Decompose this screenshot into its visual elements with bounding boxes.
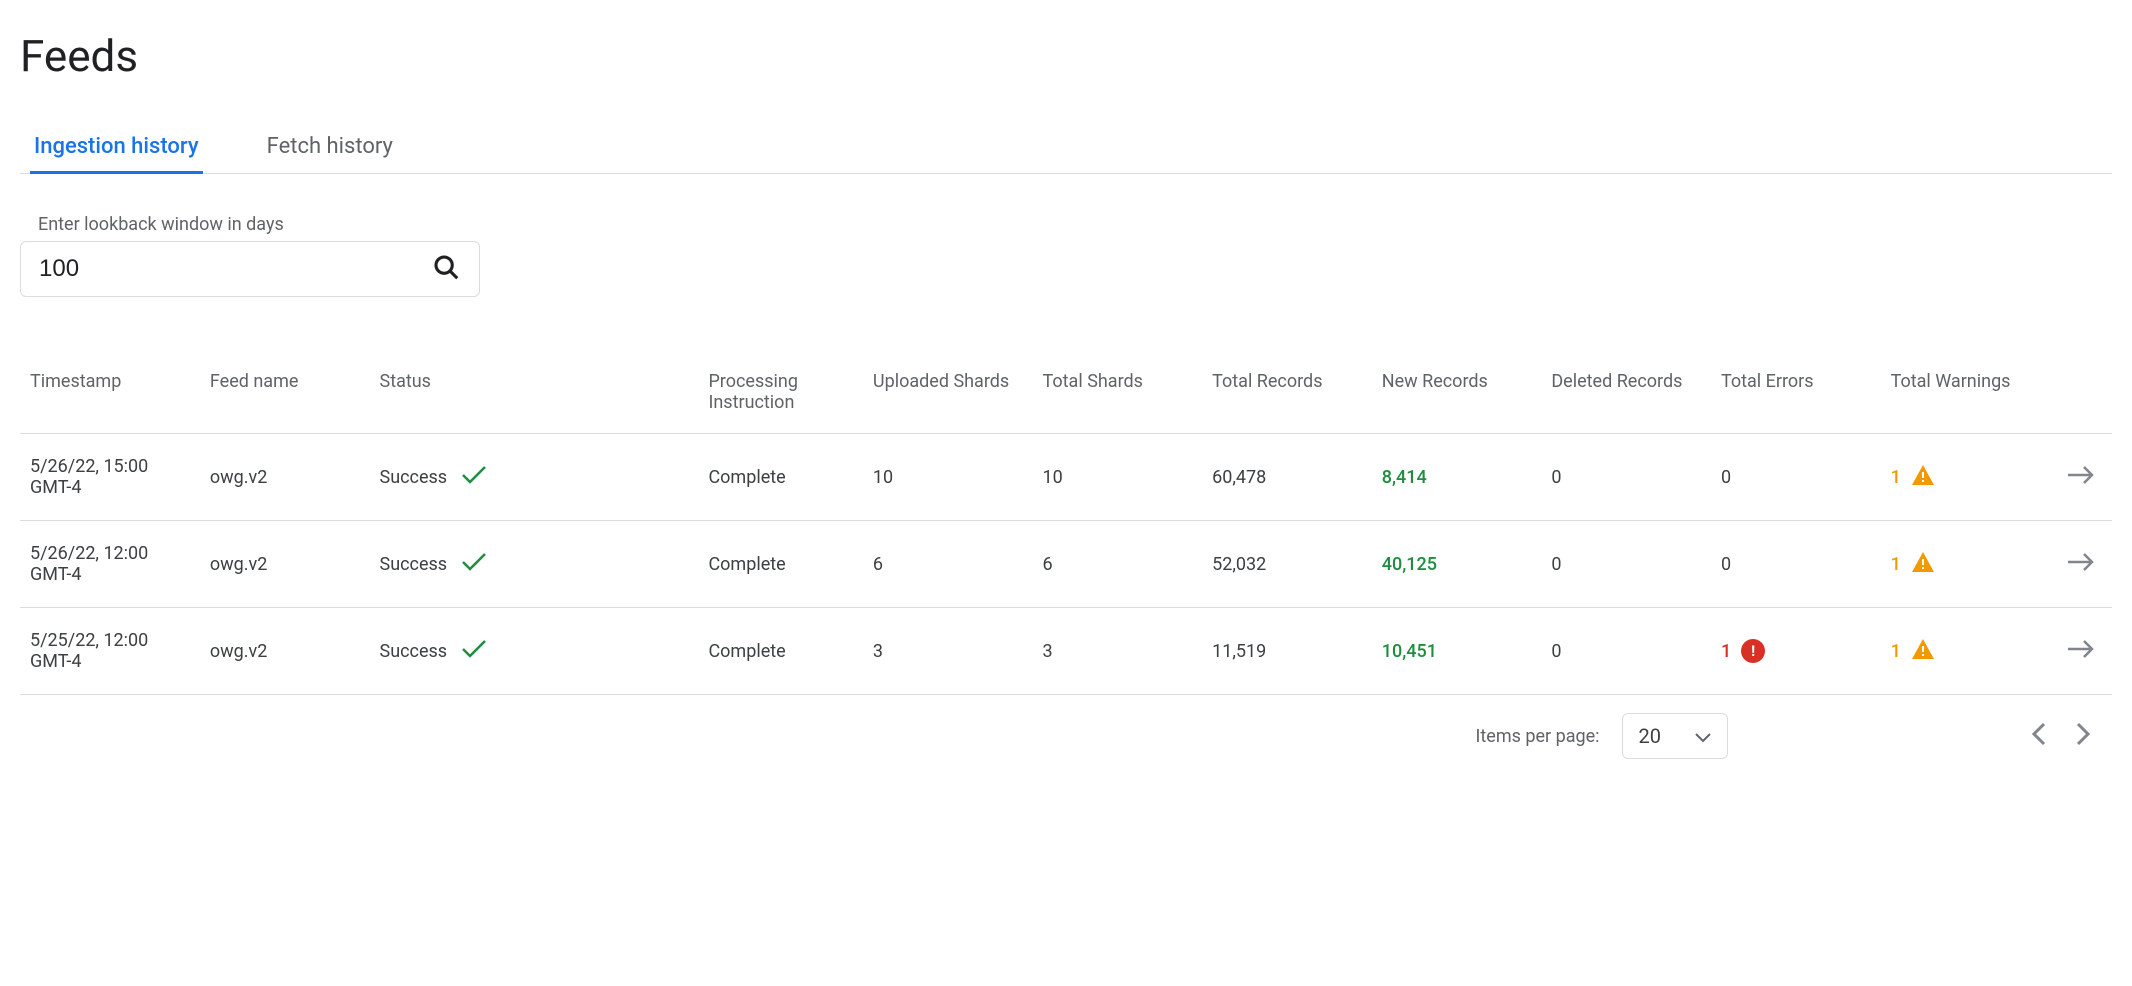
cell-uploaded-shards: 10 (863, 434, 1033, 521)
table-row: 5/25/22, 12:00 GMT-4owg.v2 Success Complet… (20, 608, 2112, 695)
cell-timestamp: 5/26/22, 12:00 GMT-4 (20, 521, 200, 608)
paginator: Items per page: 20 (20, 695, 2112, 759)
cell-total-warnings: 1 (1881, 608, 2051, 695)
col-header: Total Errors (1711, 357, 1881, 434)
col-header: Total Records (1202, 357, 1372, 434)
cell-status: Success (370, 434, 699, 521)
cell-row-action (2050, 608, 2112, 695)
col-header: Timestamp (20, 357, 200, 434)
cell-total-records: 60,478 (1202, 434, 1372, 521)
cell-status: Success (370, 608, 699, 695)
cell-processing: Complete (698, 434, 862, 521)
cell-row-action (2050, 521, 2112, 608)
cell-uploaded-shards: 3 (863, 608, 1033, 695)
arrow-right-icon[interactable] (2066, 558, 2096, 579)
next-page-button[interactable] (2074, 720, 2092, 753)
cell-processing: Complete (698, 608, 862, 695)
cell-row-action (2050, 434, 2112, 521)
col-header: New Records (1372, 357, 1542, 434)
col-header-actions (2050, 357, 2112, 434)
check-icon (461, 552, 487, 577)
cell-total-shards: 3 (1033, 608, 1203, 695)
warning-icon (1911, 464, 1935, 491)
cell-status: Success (370, 521, 699, 608)
col-header: Status (370, 357, 699, 434)
cell-uploaded-shards: 6 (863, 521, 1033, 608)
errors-count: 0 (1721, 554, 1731, 575)
cell-feed-name: owg.v2 (200, 434, 370, 521)
table-row: 5/26/22, 15:00 GMT-4owg.v2 Success Complet… (20, 434, 2112, 521)
cell-deleted-records: 0 (1541, 608, 1711, 695)
page-title: Feeds (20, 30, 2112, 82)
cell-timestamp: 5/26/22, 15:00 GMT-4 (20, 434, 200, 521)
status-text: Success (380, 641, 448, 662)
tab-fetch-history[interactable]: Fetch history (263, 122, 397, 174)
col-header: Total Shards (1033, 357, 1203, 434)
warning-icon (1911, 551, 1935, 578)
table-row: 5/26/22, 12:00 GMT-4owg.v2 Success Complet… (20, 521, 2112, 608)
cell-total-errors: 0 (1711, 434, 1881, 521)
cell-total-records: 52,032 (1202, 521, 1372, 608)
items-per-page-select[interactable]: 20 (1622, 713, 1728, 759)
cell-new-records: 10,451 (1372, 608, 1542, 695)
lookback-label: Enter lookback window in days (20, 214, 2112, 235)
cell-total-records: 11,519 (1202, 608, 1372, 695)
arrow-right-icon[interactable] (2066, 471, 2096, 492)
errors-count: 0 (1721, 467, 1731, 488)
cell-total-warnings: 1 (1881, 521, 2051, 608)
cell-total-shards: 6 (1033, 521, 1203, 608)
lookback-input-wrap (20, 241, 480, 297)
error-icon: ! (1741, 639, 1765, 663)
col-header: Deleted Records (1541, 357, 1711, 434)
cell-total-errors: 0 (1711, 521, 1881, 608)
warnings-count: 1 (1891, 467, 1901, 488)
tabs: Ingestion history Fetch history (20, 122, 2112, 174)
cell-total-shards: 10 (1033, 434, 1203, 521)
check-icon (461, 465, 487, 490)
status-text: Success (380, 554, 448, 575)
errors-count: 1 (1721, 641, 1731, 662)
items-per-page-label: Items per page: (1476, 726, 1600, 747)
cell-new-records: 8,414 (1372, 434, 1542, 521)
check-icon (461, 639, 487, 664)
cell-deleted-records: 0 (1541, 434, 1711, 521)
cell-feed-name: owg.v2 (200, 521, 370, 608)
warnings-count: 1 (1891, 554, 1901, 575)
cell-new-records: 40,125 (1372, 521, 1542, 608)
col-header: Feed name (200, 357, 370, 434)
items-per-page-value: 20 (1639, 724, 1661, 748)
col-header: Uploaded Shards (863, 357, 1033, 434)
status-text: Success (380, 467, 448, 488)
cell-total-errors: 1! (1711, 608, 1881, 695)
lookback-input[interactable] (39, 255, 431, 283)
col-header: Processing Instruction (698, 357, 862, 434)
cell-timestamp: 5/25/22, 12:00 GMT-4 (20, 608, 200, 695)
cell-processing: Complete (698, 521, 862, 608)
tab-ingestion-history[interactable]: Ingestion history (30, 122, 203, 174)
warning-icon (1911, 638, 1935, 665)
col-header: Total Warnings (1881, 357, 2051, 434)
cell-deleted-records: 0 (1541, 521, 1711, 608)
arrow-right-icon[interactable] (2066, 645, 2096, 666)
ingestion-table: TimestampFeed nameStatusProcessing Instr… (20, 357, 2112, 695)
search-icon[interactable] (431, 252, 461, 286)
warnings-count: 1 (1891, 641, 1901, 662)
lookback-section: Enter lookback window in days (20, 214, 2112, 297)
cell-feed-name: owg.v2 (200, 608, 370, 695)
cell-total-warnings: 1 (1881, 434, 2051, 521)
caret-down-icon (1695, 724, 1711, 748)
prev-page-button[interactable] (2030, 720, 2048, 753)
